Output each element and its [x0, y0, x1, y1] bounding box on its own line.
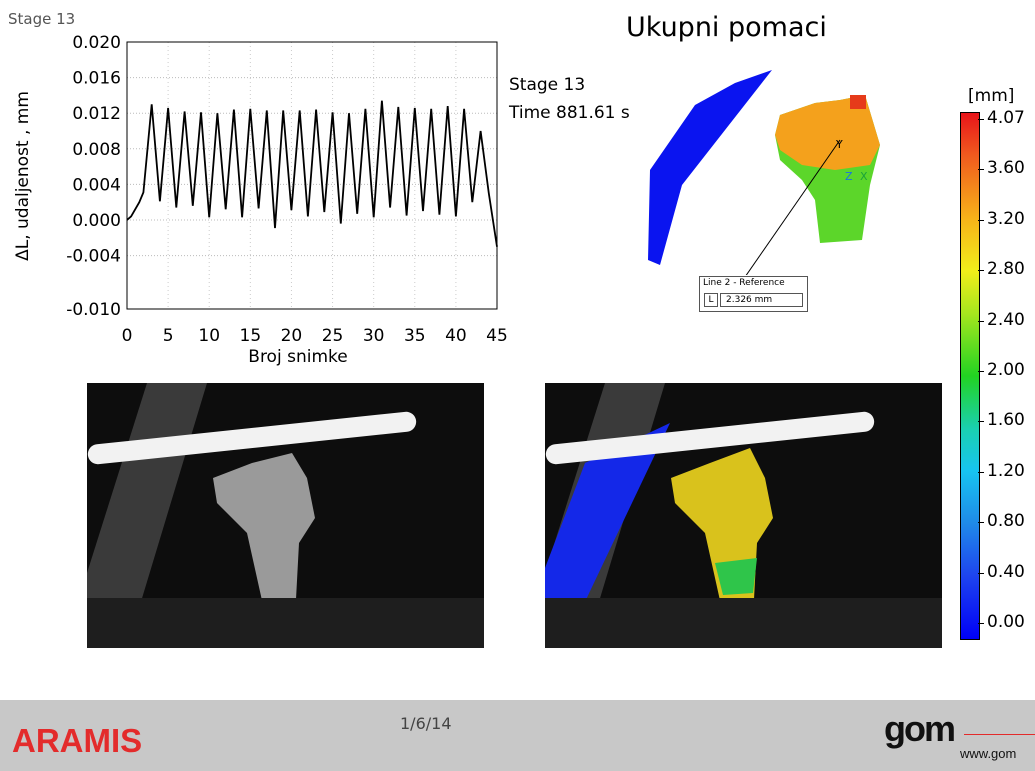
x-tick-label: 0: [122, 326, 133, 346]
colorbar-tick: [978, 471, 984, 473]
x-tick-label: 5: [163, 326, 174, 346]
x-tick-label: 15: [240, 326, 262, 346]
colorbar-tick: [978, 572, 984, 574]
reference-key: L: [704, 293, 718, 307]
y-tick-labels: 0.020 0.016 0.012 0.008 0.004 0.000 -0.004 -0.0…: [66, 33, 121, 320]
y-tick-label: -0.004: [66, 247, 121, 267]
camera-image-raw: [87, 383, 484, 648]
x-tick-label: 30: [363, 326, 385, 346]
displacement-chart: 0.020 0.016 0.012 0.008 0.004 0.000 -0.004 -0.0…: [13, 33, 508, 367]
reference-value: 2.326 mm: [720, 293, 803, 307]
x-tick-label: 45: [486, 326, 508, 346]
gom-url[interactable]: www.gom: [960, 746, 1017, 761]
footer-date: 1/6/14: [400, 714, 452, 733]
colorbar-tick: [978, 623, 984, 624]
colorbar-label: 1.20: [987, 460, 1025, 481]
gom-logo-rule: [964, 734, 1035, 735]
x-tick-label: 20: [281, 326, 303, 346]
colorbar-unit: [mm]: [968, 86, 1015, 106]
camera-image-overlay: [545, 383, 942, 648]
y-tick-label: 0.012: [72, 104, 121, 124]
x-tick-label: 40: [445, 326, 467, 346]
stage-label: Stage 13: [8, 10, 76, 28]
axis-y-marker: Y: [835, 138, 843, 151]
colorbar-tick: [978, 270, 984, 272]
colorbar-label: 0.80: [987, 511, 1025, 532]
info-stage: Stage 13: [509, 75, 586, 95]
colorbar-label: 1.60: [987, 410, 1025, 431]
x-tick-label: 25: [322, 326, 344, 346]
axis-z-marker: Z: [845, 170, 853, 183]
series-line: [126, 100, 498, 247]
displacement-map[interactable]: Y Z X: [640, 65, 880, 275]
footer: ARAMIS 1/6/14 gom www.gom: [0, 700, 1035, 771]
colorbar: [960, 112, 980, 640]
colorbar-label: 2.00: [987, 360, 1025, 380]
colorbar-label: 0.40: [987, 561, 1025, 582]
colorbar-label: 4.07: [987, 108, 1025, 128]
colorbar-tick: [978, 119, 984, 120]
gom-logo: gom: [884, 708, 956, 749]
y-axis-label: ΔL, udaljenost , mm: [13, 91, 33, 261]
colorbar-label: 3.60: [987, 158, 1025, 179]
x-tick-labels: 0 5 10 15 20 25 30 35 40 45: [122, 326, 508, 346]
colorbar-tick: [978, 169, 984, 171]
colorbar-label: 0.00: [987, 612, 1025, 632]
colorbar-tick: [978, 320, 984, 322]
y-tick-label: -0.010: [66, 300, 121, 320]
x-axis-label: Broj snimke: [248, 347, 347, 367]
colorbar-tick: [978, 219, 984, 221]
info-time: Time 881.61 s: [509, 103, 630, 123]
reference-title: Line 2 - Reference: [703, 278, 785, 288]
colorbar-label: 3.20: [987, 208, 1025, 229]
colorbar-tick: [978, 371, 984, 372]
red-tip: [850, 95, 866, 109]
colorbar-label: 2.80: [987, 259, 1025, 280]
x-tick-label: 10: [198, 326, 220, 346]
y-tick-label: 0.004: [72, 175, 121, 195]
orange-region: [775, 95, 880, 170]
reference-label[interactable]: Line 2 - Reference L 2.326 mm: [699, 276, 808, 312]
axis-x-marker: X: [860, 170, 868, 183]
y-tick-label: 0.020: [72, 33, 121, 53]
footer-brand: ARAMIS: [12, 722, 143, 759]
colorbar-tick: [978, 421, 984, 423]
blue-region: [648, 70, 772, 265]
reference-leader: [745, 139, 841, 275]
plot-frame: [126, 41, 498, 310]
y-tick-label: 0.016: [72, 69, 121, 89]
y-tick-label: 0.008: [72, 140, 121, 160]
y-tick-label: 0.000: [72, 211, 121, 231]
colorbar-tick: [978, 522, 984, 524]
colorbar-label: 2.40: [987, 309, 1025, 330]
x-tick-label: 35: [404, 326, 426, 346]
main-title: Ukupni pomaci: [626, 12, 827, 43]
